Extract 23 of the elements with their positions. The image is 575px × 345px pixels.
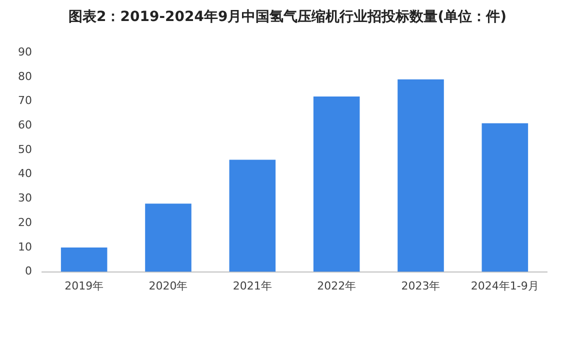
x-tick-label: 2022年 (317, 279, 356, 292)
bar (398, 79, 444, 272)
y-tick-label: 20 (18, 216, 32, 229)
x-tick-label: 2021年 (232, 279, 272, 292)
y-tick-label: 80 (18, 70, 32, 83)
y-tick-label: 90 (18, 45, 32, 58)
y-tick-label: 10 (18, 240, 32, 254)
x-tick-label: 2023年 (401, 279, 440, 292)
bar (313, 96, 360, 272)
x-tick-label: 2019年 (64, 279, 104, 292)
y-tick-label: 0 (24, 264, 32, 278)
y-tick-label: 40 (18, 167, 32, 180)
y-tick-label: 50 (18, 142, 32, 156)
bar (60, 247, 108, 272)
y-tick-label: 30 (18, 192, 32, 205)
y-tick-label: 70 (18, 94, 32, 108)
x-tick-label: 2020年 (148, 279, 188, 292)
bar (145, 204, 192, 272)
y-tick-label: 60 (18, 118, 32, 132)
bar (229, 160, 276, 272)
bar (482, 123, 528, 272)
chart-title: 图表2：2019-2024年9月中国氢气压缩机行业招投标数量(单位：件) (67, 8, 508, 26)
x-tick-label: 2024年1-9月 (470, 279, 539, 292)
